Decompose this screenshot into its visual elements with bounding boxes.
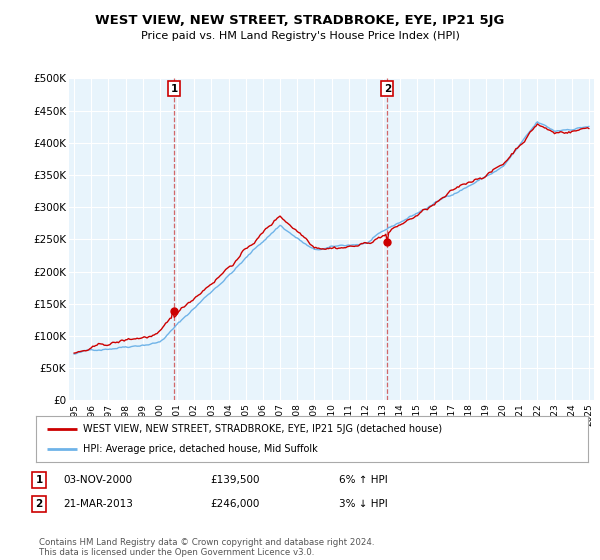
Text: WEST VIEW, NEW STREET, STRADBROKE, EYE, IP21 5JG (detached house): WEST VIEW, NEW STREET, STRADBROKE, EYE, … xyxy=(83,424,442,434)
Text: 21-MAR-2013: 21-MAR-2013 xyxy=(63,499,133,509)
Text: WEST VIEW, NEW STREET, STRADBROKE, EYE, IP21 5JG: WEST VIEW, NEW STREET, STRADBROKE, EYE, … xyxy=(95,14,505,27)
Text: £139,500: £139,500 xyxy=(210,475,260,485)
Text: HPI: Average price, detached house, Mid Suffolk: HPI: Average price, detached house, Mid … xyxy=(83,444,317,454)
Text: 3% ↓ HPI: 3% ↓ HPI xyxy=(339,499,388,509)
Text: 2: 2 xyxy=(35,499,43,509)
Text: 1: 1 xyxy=(170,83,178,94)
Text: 2: 2 xyxy=(383,83,391,94)
Text: 1: 1 xyxy=(35,475,43,485)
Text: 03-NOV-2000: 03-NOV-2000 xyxy=(63,475,132,485)
Text: Price paid vs. HM Land Registry's House Price Index (HPI): Price paid vs. HM Land Registry's House … xyxy=(140,31,460,41)
Text: Contains HM Land Registry data © Crown copyright and database right 2024.
This d: Contains HM Land Registry data © Crown c… xyxy=(39,538,374,557)
Text: 6% ↑ HPI: 6% ↑ HPI xyxy=(339,475,388,485)
Text: £246,000: £246,000 xyxy=(210,499,259,509)
